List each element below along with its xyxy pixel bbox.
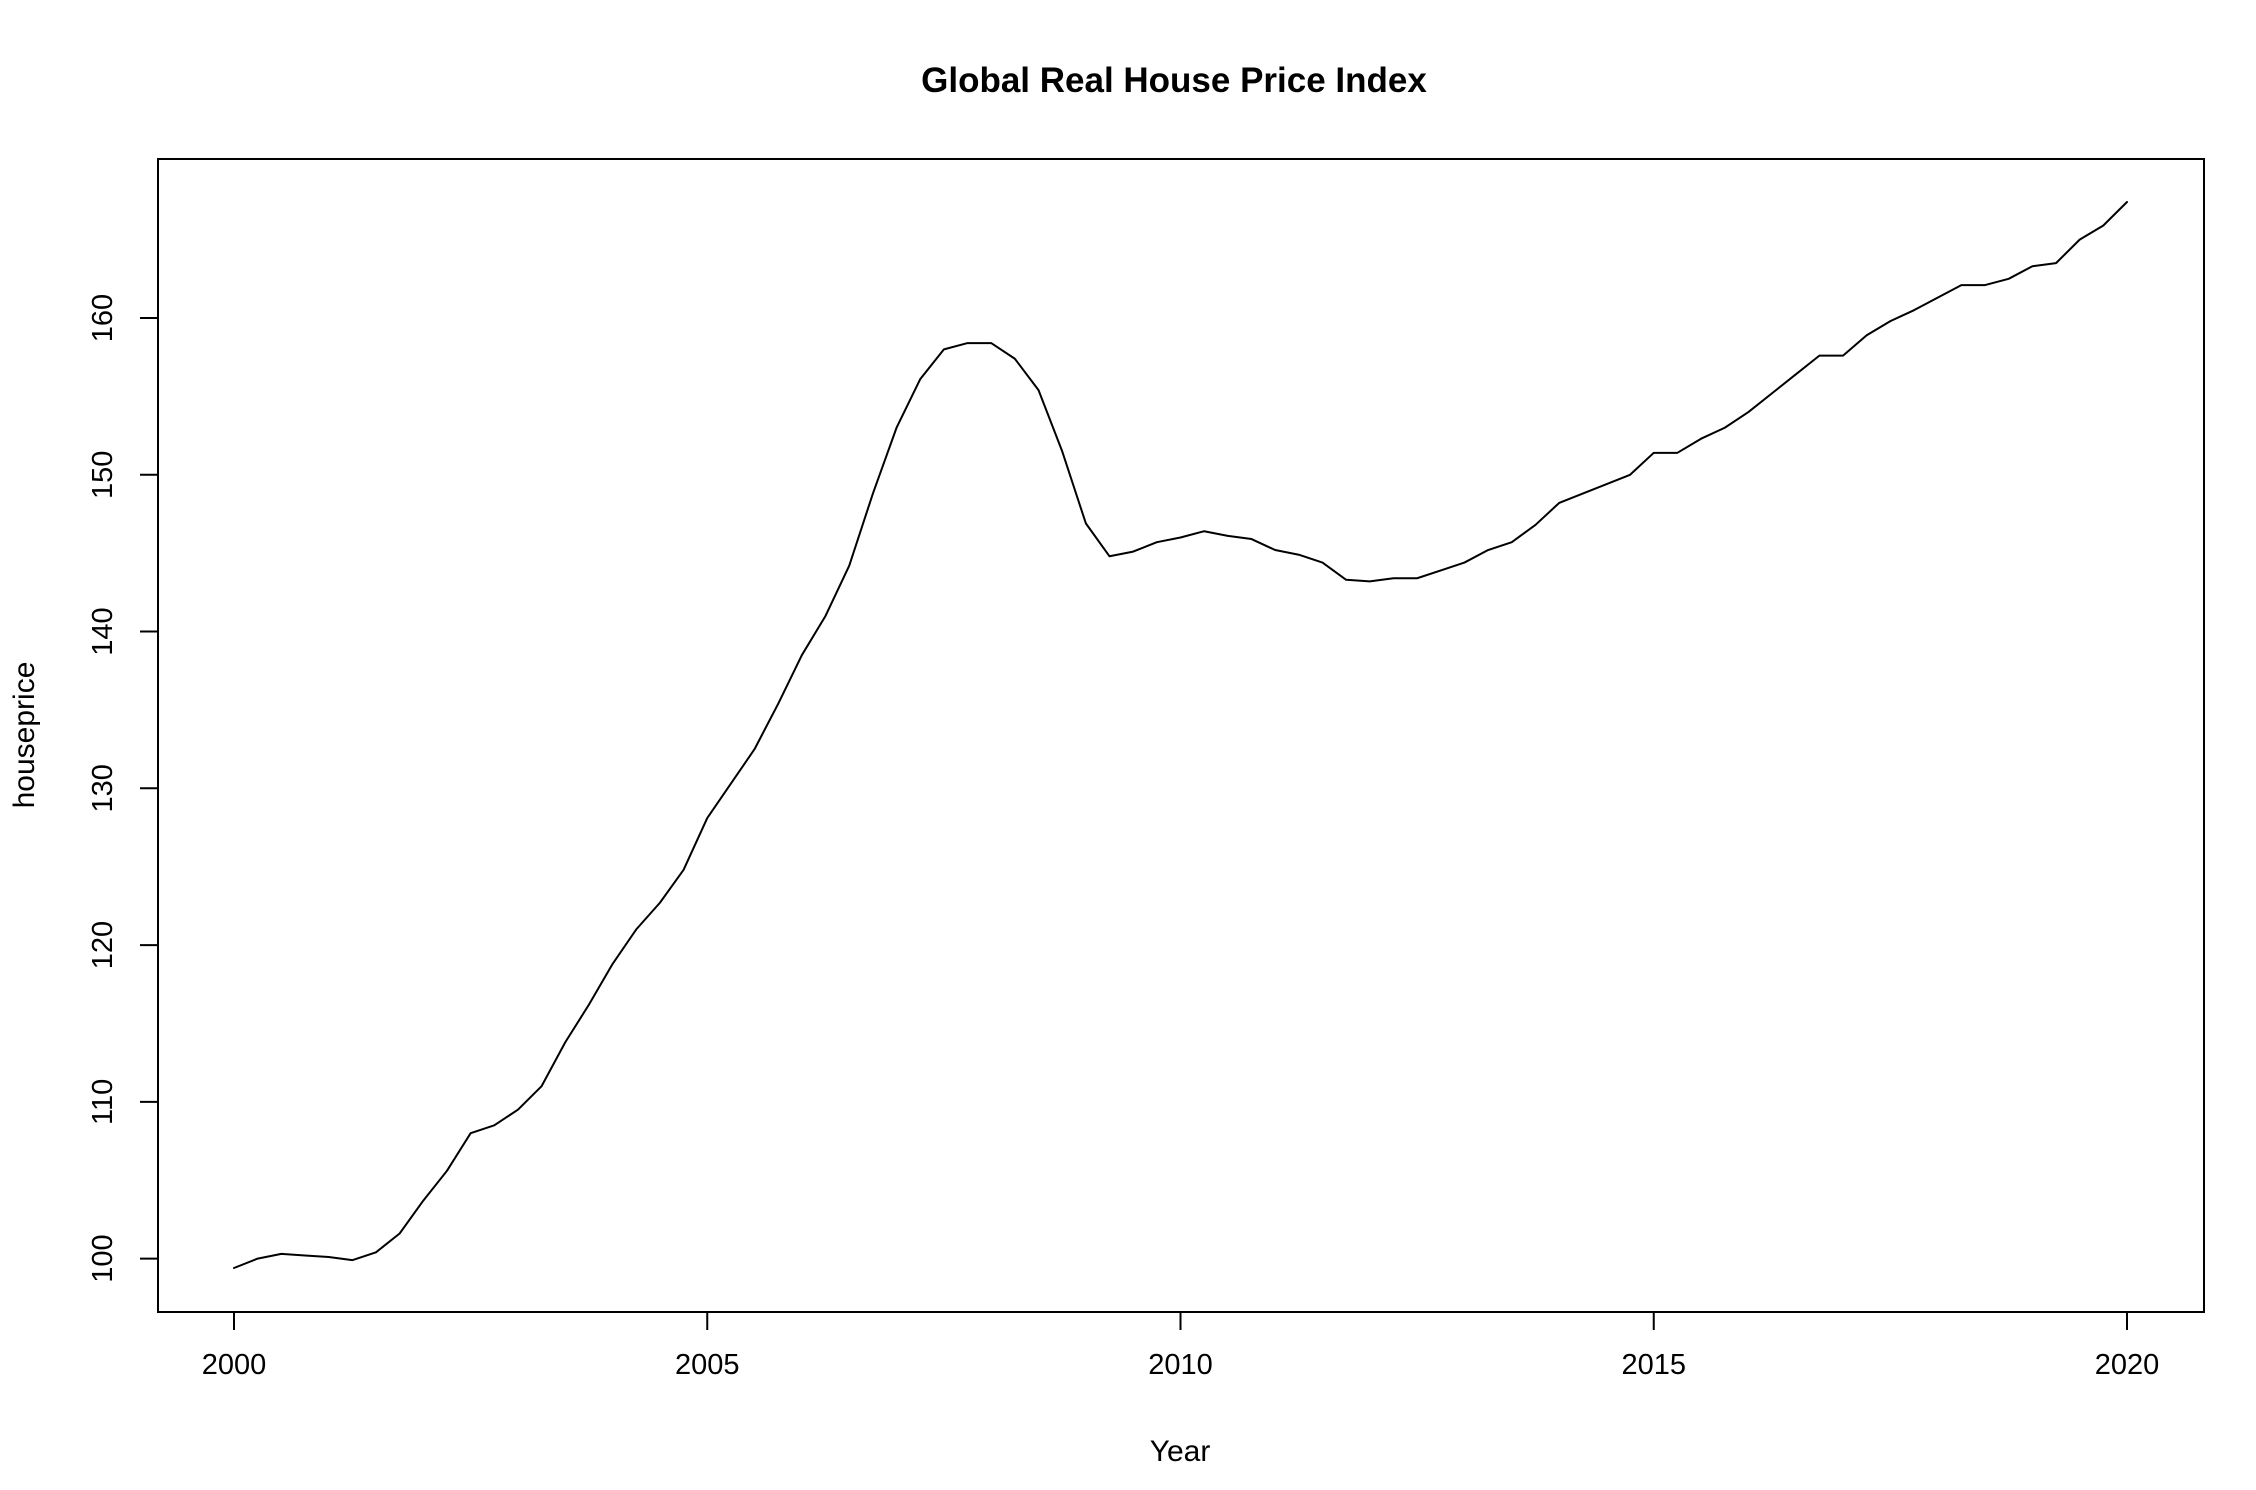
chart-title: Global Real House Price Index xyxy=(921,61,1427,100)
x-tick-label: 2020 xyxy=(2095,1349,2160,1381)
y-tick-label: 100 xyxy=(87,1234,119,1282)
x-tick-label: 2000 xyxy=(202,1349,267,1381)
series-line-houseprice xyxy=(233,201,2128,1269)
y-tick-label: 130 xyxy=(87,764,119,812)
y-axis-label: houseprice xyxy=(8,662,41,809)
x-axis-label: Year xyxy=(1150,1435,1211,1468)
y-tick-label: 150 xyxy=(87,451,119,499)
y-axis: 100 110 120 130 140 150 160 xyxy=(87,294,159,1283)
y-tick-label: 160 xyxy=(87,294,119,342)
x-tick-label: 2005 xyxy=(675,1349,740,1381)
y-tick-label: 110 xyxy=(87,1079,119,1125)
x-axis: 2000 2005 2010 2015 2020 xyxy=(202,1311,2160,1381)
x-tick-label: 2015 xyxy=(1621,1349,1686,1381)
y-tick-label: 120 xyxy=(87,921,119,969)
x-tick-label: 2010 xyxy=(1148,1349,1213,1381)
y-tick-label: 140 xyxy=(87,607,119,655)
